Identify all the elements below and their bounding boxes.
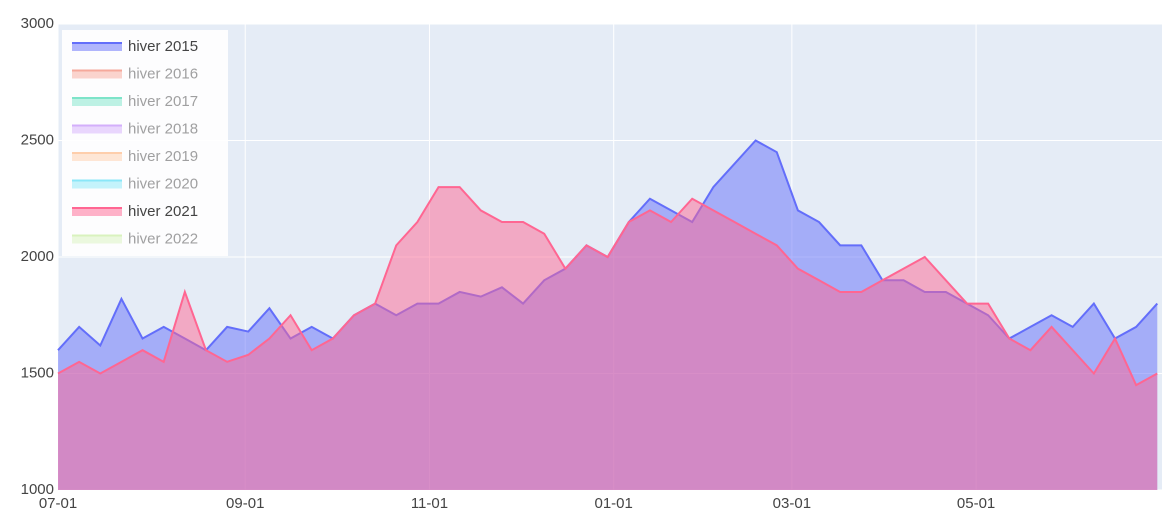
legend-swatch <box>72 153 122 161</box>
x-tick-label: 09-01 <box>226 495 264 512</box>
legend-swatch <box>72 43 122 51</box>
x-tick-label: 11-01 <box>411 495 448 512</box>
legend-item[interactable]: hiver 2019 <box>72 148 198 165</box>
legend-label: hiver 2021 <box>128 203 198 220</box>
x-tick-label: 03-01 <box>773 495 811 512</box>
x-tick-label: 05-01 <box>957 495 995 512</box>
legend-swatch <box>72 98 122 106</box>
legend-item[interactable]: hiver 2015 <box>72 38 198 55</box>
legend-label: hiver 2015 <box>128 38 198 55</box>
legend-label: hiver 2018 <box>128 120 198 137</box>
legend-label: hiver 2016 <box>128 65 198 82</box>
legend-item[interactable]: hiver 2018 <box>72 120 198 137</box>
legend-swatch <box>72 208 122 216</box>
area-fill <box>58 187 1158 490</box>
legend-swatch <box>72 70 122 79</box>
y-tick-label: 2000 <box>21 248 54 265</box>
legend-swatch <box>72 180 122 189</box>
x-tick-label: 01-01 <box>594 495 632 512</box>
legend-label: hiver 2017 <box>128 93 198 110</box>
legend-item[interactable]: hiver 2017 <box>72 93 198 110</box>
legend-label: hiver 2022 <box>128 230 198 247</box>
area-line <box>57 186 1158 387</box>
legend-background <box>62 30 228 256</box>
x-tick-label: 07-01 <box>39 495 77 512</box>
legend-item[interactable]: hiver 2016 <box>72 65 198 82</box>
y-tick-label: 3000 <box>21 15 54 32</box>
y-tick-label: 1500 <box>21 364 54 381</box>
legend: hiver 2015 hiver 2016 hiver 2017 hiver 2018… <box>62 30 228 256</box>
legend-item[interactable]: hiver 2022 <box>72 230 198 247</box>
legend-item[interactable]: hiver 2020 <box>72 175 198 192</box>
legend-label: hiver 2020 <box>128 175 198 192</box>
legend-label: hiver 2019 <box>128 148 198 165</box>
legend-swatch <box>72 235 122 244</box>
y-tick-label: 2500 <box>21 131 54 148</box>
y-tick-label: 1000 <box>21 481 54 498</box>
legend-item[interactable]: hiver 2021 <box>72 203 198 220</box>
legend-swatch <box>72 125 122 134</box>
